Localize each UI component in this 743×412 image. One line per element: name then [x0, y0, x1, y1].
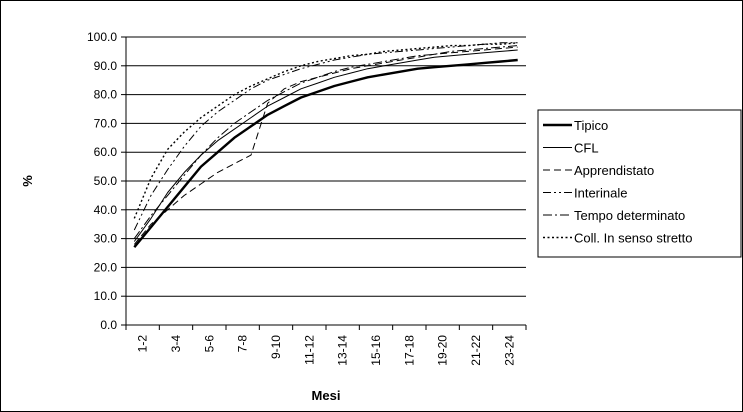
y-tick-label: 80.0	[94, 88, 118, 102]
y-tick-label: 100.0	[87, 30, 117, 44]
x-tick-label: 1-2	[136, 335, 150, 353]
y-tick-label: 10.0	[94, 289, 118, 303]
x-tick-label: 7-8	[236, 335, 250, 353]
series-line	[133, 58, 518, 248]
y-tick-label: 90.0	[94, 59, 118, 73]
y-tick-label: 70.0	[94, 116, 118, 130]
legend-label: Apprendistato	[574, 163, 654, 178]
series-line	[133, 49, 518, 242]
legend-label: Tipico	[574, 118, 608, 133]
x-tick-label: 15-16	[369, 335, 383, 366]
x-tick-label: 17-18	[402, 335, 416, 366]
grid-lines	[126, 36, 526, 297]
x-tick-label: 11-12	[302, 335, 316, 365]
y-tick-labels: 0.0 10.0 20.0 30.0 40.0 50.0 60.0 70.0 80.0 90.0 1…	[87, 30, 126, 332]
series-lines	[133, 42, 518, 248]
y-tick-label: 20.0	[94, 260, 118, 274]
legend-box	[537, 109, 742, 258]
x-axis-title: Mesi	[312, 388, 341, 403]
x-tick-labels: 1-2 3-4 5-6 7-8 9-10 11-12 13-14 15-16 17-18 19-2…	[125, 325, 527, 366]
legend: Tipico CFL Apprendistato Interinale Tempo de…	[537, 109, 742, 258]
y-tick-label: 50.0	[94, 174, 118, 188]
y-axis-title: %	[20, 175, 35, 187]
x-tick-label: 19-20	[436, 335, 450, 366]
x-tick-label: 13-14	[336, 335, 350, 366]
y-tick-label: 60.0	[94, 145, 118, 159]
x-tick-label: 21-22	[469, 335, 483, 366]
legend-label: Tempo determinato	[574, 208, 685, 223]
x-tick-label: 5-6	[202, 335, 216, 353]
series-line	[133, 42, 518, 231]
series-line	[133, 45, 518, 239]
legend-label: CFL	[574, 141, 599, 156]
y-tick-label: 30.0	[94, 232, 118, 246]
x-tick-label: 3-4	[169, 335, 183, 353]
x-tick-label: 23-24	[502, 335, 516, 366]
x-tick-label: 9-10	[269, 335, 283, 359]
y-tick-label: 40.0	[94, 203, 118, 217]
legend-label: Coll. In senso stretto	[574, 231, 693, 246]
series-line	[133, 42, 518, 219]
y-tick-label: 0.0	[100, 318, 117, 332]
legend-label: Interinale	[574, 186, 627, 201]
series-line	[133, 46, 518, 245]
